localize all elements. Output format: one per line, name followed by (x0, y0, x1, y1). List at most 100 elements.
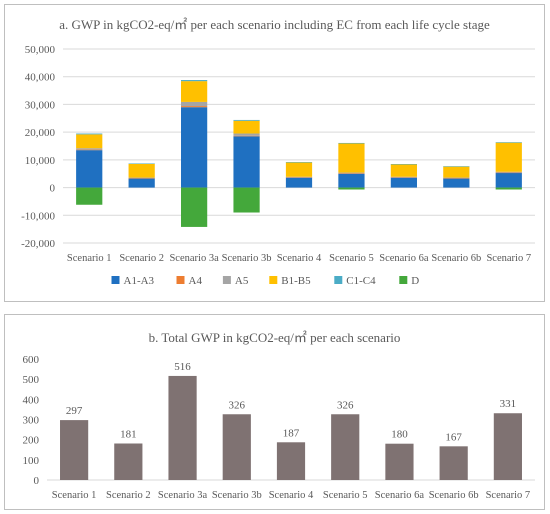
legend-label: A4 (189, 275, 203, 287)
legend-label: B1-B5 (281, 275, 311, 287)
bar-segment-a1-a3 (181, 107, 208, 188)
legend-label: A5 (235, 275, 249, 287)
bar-segment-c1-c4 (233, 119, 260, 121)
y-tick-label: 10,000 (25, 155, 56, 167)
y-tick-label: 30,000 (25, 99, 56, 111)
x-tick-label: Scenario 1 (67, 253, 112, 264)
y-tick-label: 600 (23, 354, 40, 366)
legend-swatch-b1-b5 (269, 276, 278, 284)
y-tick-label: -20,000 (21, 238, 55, 250)
bar-segment-a1-a3 (495, 172, 522, 188)
bar-segment-a1-a3 (128, 178, 155, 188)
chart-b-title: b. Total GWP in kgCO2-eq/㎡ per each scen… (148, 330, 401, 345)
y-tick-label: 500 (23, 374, 40, 386)
bar-segment-c1-c4 (181, 80, 208, 82)
bar-segment-d (338, 187, 365, 190)
x-tick-label: Scenario 6a (375, 490, 425, 501)
y-tick-label: -10,000 (21, 210, 55, 222)
chart-a-title: a. GWP in kgCO2-eq/㎡ per each scenario i… (59, 17, 490, 32)
x-tick-label: Scenario 6b (429, 490, 479, 501)
bar-segment-a4 (76, 149, 103, 151)
bar (276, 442, 306, 480)
bar-segment-a4 (285, 177, 313, 178)
y-tick-label: 0 (50, 183, 56, 195)
chart-b-plot: 600 500 400 300 200 100 0 297 Scenario 1 181 Scena… (23, 354, 535, 501)
chart-a-panel: a. GWP in kgCO2-eq/㎡ per each scenario i… (4, 4, 545, 302)
data-label: 326 (229, 399, 246, 411)
chart-b-panel: b. Total GWP in kgCO2-eq/㎡ per each scen… (4, 314, 545, 510)
bar-segment-a4 (181, 106, 208, 108)
bar-segment-a1-a3 (76, 150, 103, 188)
x-tick-label: Scenario 2 (119, 253, 164, 264)
x-tick-label: Scenario 3a (158, 490, 208, 501)
bar-segment-c1-c4 (443, 166, 470, 167)
bar-segment-b1-b5 (285, 162, 313, 177)
legend-swatch-a1-a3 (111, 276, 120, 284)
bar-segment-a5 (128, 177, 155, 179)
bar-segment-c1-c4 (128, 163, 155, 164)
data-label: 180 (391, 429, 408, 441)
x-tick-label: Scenario 6b (431, 253, 481, 264)
bar (331, 414, 360, 480)
bar-segment-c1-c4 (495, 142, 522, 143)
bar (493, 413, 522, 480)
x-tick-label: Scenario 1 (52, 490, 97, 501)
data-label: 181 (120, 428, 137, 440)
x-tick-label: Scenario 2 (106, 490, 151, 501)
x-tick-label: Scenario 3b (212, 490, 262, 501)
bar-segment-b1-b5 (233, 120, 260, 134)
bar-segment-c1-c4 (390, 164, 417, 165)
bar (222, 414, 251, 480)
bar-segment-a5 (390, 176, 417, 178)
y-tick-label: 200 (23, 435, 40, 447)
bar-segment-a4 (495, 172, 522, 174)
legend-swatch-a4 (176, 276, 185, 284)
chart-a-plot: 50,000 40,000 30,000 20,000 10,000 0 -10,000 -2… (21, 44, 535, 287)
data-label: 326 (337, 399, 354, 411)
bar (439, 446, 468, 480)
legend-swatch-a5 (222, 276, 231, 284)
bar-segment-a1-a3 (390, 177, 417, 188)
data-label: 167 (445, 431, 462, 443)
bar-segment-b1-b5 (495, 142, 522, 172)
x-tick-label: Scenario 7 (486, 253, 531, 264)
bar-segment-b1-b5 (128, 163, 155, 178)
data-label: 516 (174, 361, 191, 373)
bar-segment-a1-a3 (443, 178, 470, 188)
bar-segment-a5 (443, 177, 470, 179)
legend-swatch-c1-c4 (334, 276, 343, 284)
x-tick-label: Scenario 3a (169, 253, 219, 264)
bar-segment-b1-b5 (443, 166, 470, 178)
bar (114, 443, 143, 480)
data-label: 297 (66, 405, 83, 417)
y-tick-label: 50,000 (25, 44, 56, 56)
bar-segment-d (181, 187, 208, 227)
x-tick-label: Scenario 5 (329, 253, 374, 264)
y-tick-label: 300 (23, 415, 40, 427)
legend-label: C1-C4 (346, 275, 376, 287)
bar-segment-b1-b5 (76, 134, 103, 149)
bar-segment-a4 (390, 177, 417, 178)
bar-segment-d (495, 187, 522, 190)
legend-swatch-d (399, 276, 408, 284)
bar-segment-b1-b5 (181, 81, 208, 102)
bar-segment-a5 (181, 101, 208, 107)
bar-segment-a5 (233, 133, 260, 136)
bar-segment-a5 (495, 171, 522, 173)
legend-label: A1-A3 (124, 275, 155, 287)
bar-segment-c1-c4 (285, 162, 313, 163)
x-tick-label: Scenario 7 (486, 490, 531, 501)
y-tick-label: 20,000 (25, 127, 56, 139)
bar-segment-a4 (338, 173, 365, 174)
bar-segment-a4 (128, 178, 155, 179)
bar (60, 420, 89, 480)
x-tick-label: Scenario 5 (323, 490, 368, 501)
bar-segment-a5 (338, 172, 365, 174)
y-tick-label: 0 (34, 475, 40, 487)
x-tick-label: Scenario 3b (222, 253, 272, 264)
bar-segment-a1-a3 (233, 136, 260, 188)
bar (168, 375, 197, 480)
bar-segment-a4 (233, 135, 260, 137)
bar-segment-c1-c4 (338, 142, 365, 144)
legend-label: D (411, 275, 419, 287)
